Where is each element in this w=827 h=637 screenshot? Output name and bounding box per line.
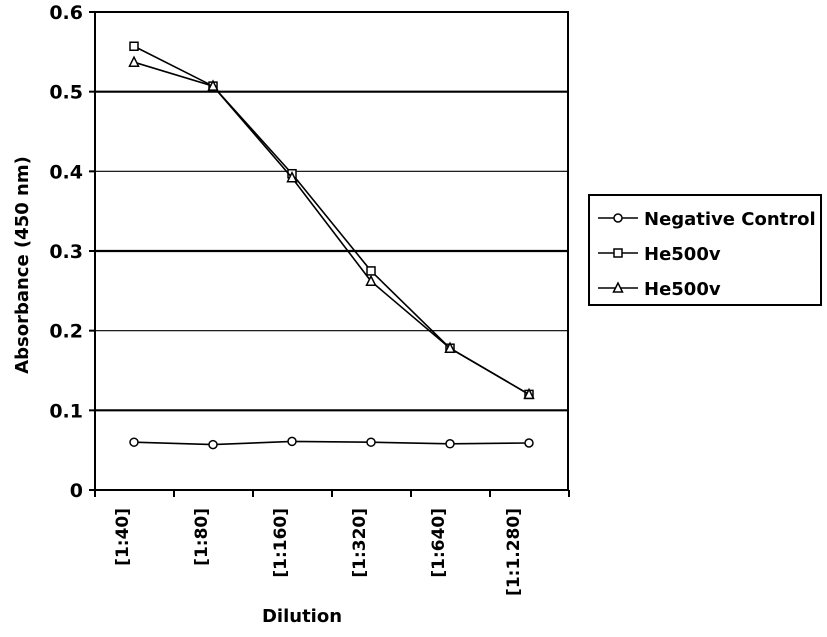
x-tick-label: [1:40]	[113, 508, 133, 566]
x-tick-label: [1:160]	[271, 508, 291, 578]
data-point-square	[130, 42, 138, 50]
gridlines	[95, 92, 568, 411]
y-axis-ticks: 0 0.1 0.2 0.3 0.4 0.5 0.6	[49, 2, 95, 502]
y-tick-label: 0	[70, 480, 83, 502]
data-point-circle	[525, 439, 533, 447]
data-point-triangle	[130, 57, 139, 66]
legend: Negative Control He500v He500v	[589, 195, 821, 305]
data-point-circle	[614, 214, 622, 222]
y-tick-label: 0.3	[49, 241, 83, 263]
data-point-circle	[367, 438, 375, 446]
series-layer	[130, 42, 534, 448]
x-tick-label: [1:320]	[350, 508, 370, 578]
data-point-circle	[446, 440, 454, 448]
x-axis-ticks: [1:40] [1:80] [1:160] [1:320] [1:640] [1:1.28…	[95, 490, 569, 596]
series-line	[134, 441, 529, 444]
data-point-square	[367, 267, 375, 275]
series-1	[130, 437, 533, 448]
series-2	[130, 42, 533, 398]
x-tick-label: [1:80]	[192, 508, 212, 566]
y-tick-label: 0.2	[49, 321, 83, 343]
y-tick-label: 0.5	[49, 82, 83, 104]
series-line	[134, 46, 529, 394]
y-tick-label: 0.4	[49, 161, 83, 183]
legend-label: He500v	[644, 279, 721, 300]
series-line	[134, 62, 529, 394]
x-axis-title: Dilution	[262, 606, 342, 627]
data-point-circle	[130, 438, 138, 446]
y-tick-label: 0.1	[49, 400, 83, 422]
data-point-circle	[288, 437, 296, 445]
legend-label: He500v	[644, 244, 721, 265]
x-tick-label: [1:1.280]	[504, 508, 524, 596]
y-tick-label: 0.6	[49, 2, 83, 24]
legend-label: Negative Control	[644, 209, 816, 230]
y-axis-title: Absorbance (450 nm)	[12, 156, 33, 374]
data-point-circle	[209, 441, 217, 449]
x-tick-label: [1:640]	[429, 508, 449, 578]
data-point-square	[614, 249, 622, 257]
series-3	[130, 57, 534, 398]
